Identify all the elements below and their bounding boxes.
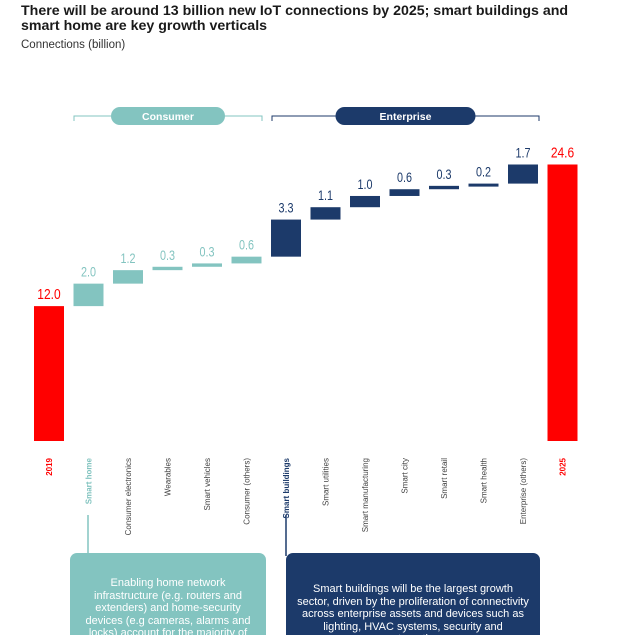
value-label-consumer-others: 0.6 — [239, 238, 254, 253]
category-label-enterprise-others: Enterprise (others) — [519, 458, 528, 525]
bar-2025 — [547, 164, 578, 441]
value-label-2025: 24.6 — [551, 144, 574, 161]
bar-consumer-electronics — [113, 270, 143, 284]
value-label-enterprise-others: 1.7 — [515, 145, 530, 160]
category-label-smart-home: Smart home — [85, 457, 94, 504]
y-axis-label: Connections (billion) — [21, 39, 126, 51]
value-label-consumer-electronics: 1.2 — [120, 251, 135, 266]
chart-title: There will be around 13 billion new IoT … — [21, 3, 569, 34]
bar-consumer-others — [231, 256, 262, 264]
bar-smart-utilities — [310, 207, 341, 220]
enterprise-callout-text: Smart buildings will be the largest grow… — [297, 583, 529, 635]
bar-enterprise-others — [508, 164, 538, 184]
bar-smart-health — [468, 183, 499, 187]
consumer-pill — [111, 107, 225, 125]
category-label-smart-utilities: Smart utilities — [322, 458, 331, 506]
bar-smart-retail — [429, 185, 459, 190]
category-label-smart-vehicles: Smart vehicles — [203, 458, 212, 510]
value-label-smart-manufacturing: 1.0 — [357, 177, 372, 192]
consumer-callout-text: Enabling home network infrastructure (e.… — [85, 577, 251, 635]
bar-smart-city — [389, 189, 420, 196]
category-label-smart-manufacturing: Smart manufacturing — [361, 458, 370, 532]
bar-2019 — [34, 306, 64, 441]
consumer-callout: Enabling home network infrastructure (e.… — [70, 553, 266, 635]
category-label-smart-retail: Smart retail — [440, 458, 449, 499]
consumer-group-label: Consumer — [142, 111, 194, 123]
value-label-smart-city: 0.6 — [397, 170, 412, 185]
value-label-smart-utilities: 1.1 — [318, 188, 333, 203]
value-label-wearables: 0.3 — [160, 248, 175, 263]
bar-smart-manufacturing — [350, 195, 380, 208]
value-label-smart-retail: 0.3 — [436, 167, 451, 182]
enterprise-group-label: Enterprise — [380, 111, 432, 123]
bar-smart-home — [73, 283, 104, 307]
enterprise-callout: Smart buildings will be the largest grow… — [286, 553, 540, 635]
value-label-smart-home: 2.0 — [81, 264, 96, 279]
category-label-2025: 2025 — [559, 457, 568, 475]
bar-smart-buildings — [271, 219, 301, 257]
value-label-smart-health: 0.2 — [476, 164, 491, 179]
category-label-smart-city: Smart city — [401, 458, 410, 494]
value-label-smart-vehicles: 0.3 — [199, 244, 214, 259]
category-label-wearables: Wearables — [164, 458, 173, 496]
bar-smart-vehicles — [192, 263, 222, 267]
category-label-smart-health: Smart health — [480, 458, 489, 503]
category-label-2019: 2019 — [45, 457, 54, 475]
value-label-2019: 12.0 — [37, 286, 61, 303]
value-label-smart-buildings: 3.3 — [278, 200, 293, 215]
category-label-consumer-electronics: Consumer electronics — [124, 458, 133, 535]
category-label-smart-buildings: Smart buildings — [282, 457, 291, 518]
bar-wearables — [152, 266, 183, 271]
enterprise-pill — [335, 107, 476, 125]
category-label-consumer-others: Consumer (others) — [243, 458, 252, 525]
